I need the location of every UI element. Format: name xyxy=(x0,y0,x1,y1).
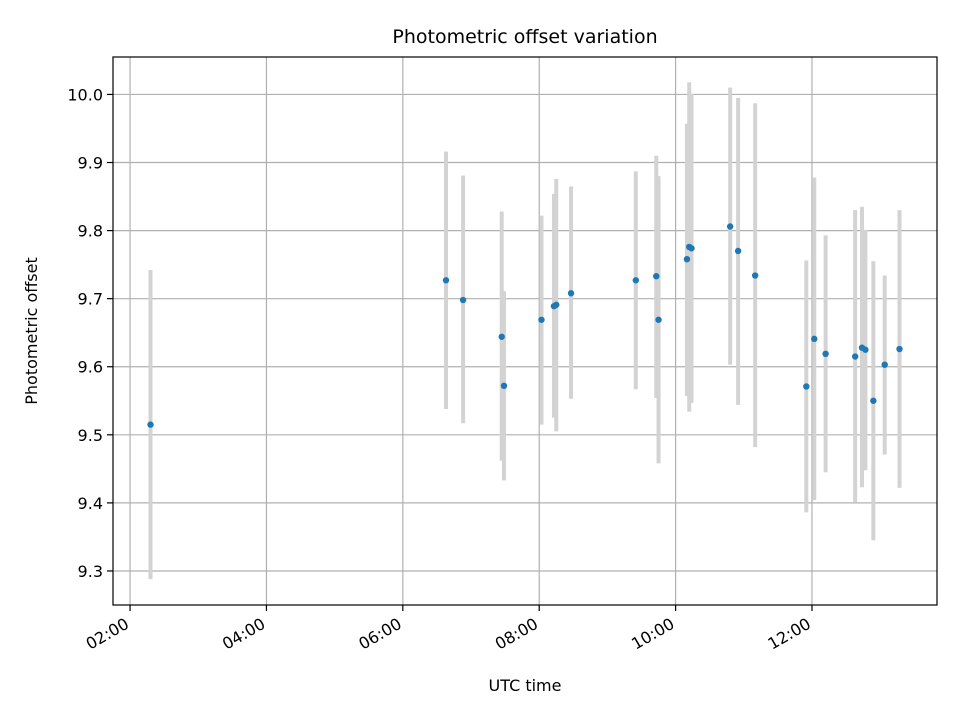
data-point xyxy=(147,421,154,428)
data-point xyxy=(688,245,695,252)
y-axis-title: Photometric offset xyxy=(22,257,41,405)
data-point xyxy=(442,277,450,284)
y-tick-label: 9.4 xyxy=(78,494,103,513)
data-point xyxy=(538,316,545,323)
data-point xyxy=(751,272,759,279)
data-point xyxy=(870,397,877,404)
y-tick-label: 9.6 xyxy=(78,358,103,377)
data-point xyxy=(881,361,888,368)
y-tick-label: 9.8 xyxy=(78,222,103,241)
data-point xyxy=(734,247,742,255)
data-point xyxy=(459,296,467,304)
y-tick-label: 9.3 xyxy=(78,562,103,581)
data-point xyxy=(862,346,869,353)
x-axis-title: UTC time xyxy=(489,676,562,695)
y-tick-label: 9.5 xyxy=(78,426,103,445)
data-point xyxy=(811,335,818,343)
y-tick-label: 9.7 xyxy=(78,290,103,309)
plot-frame xyxy=(112,56,938,606)
data-point xyxy=(567,290,575,297)
data-point xyxy=(553,301,560,308)
data-point xyxy=(683,255,691,263)
data-point xyxy=(498,333,505,340)
data-point xyxy=(653,273,660,280)
data-point xyxy=(803,383,810,390)
data-point xyxy=(896,345,903,353)
data-point xyxy=(851,353,859,360)
data-points xyxy=(147,223,903,428)
y-tick-label: 9.9 xyxy=(78,154,103,173)
data-point xyxy=(655,316,662,323)
grid xyxy=(113,57,937,605)
y-axis-ticks: 9.3 9.4 9.5 9.6 9.7 9.8 9.9 10.0 xyxy=(67,85,113,581)
chart-title: Photometric offset variation xyxy=(392,26,657,48)
data-point xyxy=(726,223,734,230)
y-tick-label: 10.0 xyxy=(67,85,103,104)
data-point xyxy=(822,350,829,358)
data-point xyxy=(632,277,640,284)
data-point xyxy=(500,382,508,389)
